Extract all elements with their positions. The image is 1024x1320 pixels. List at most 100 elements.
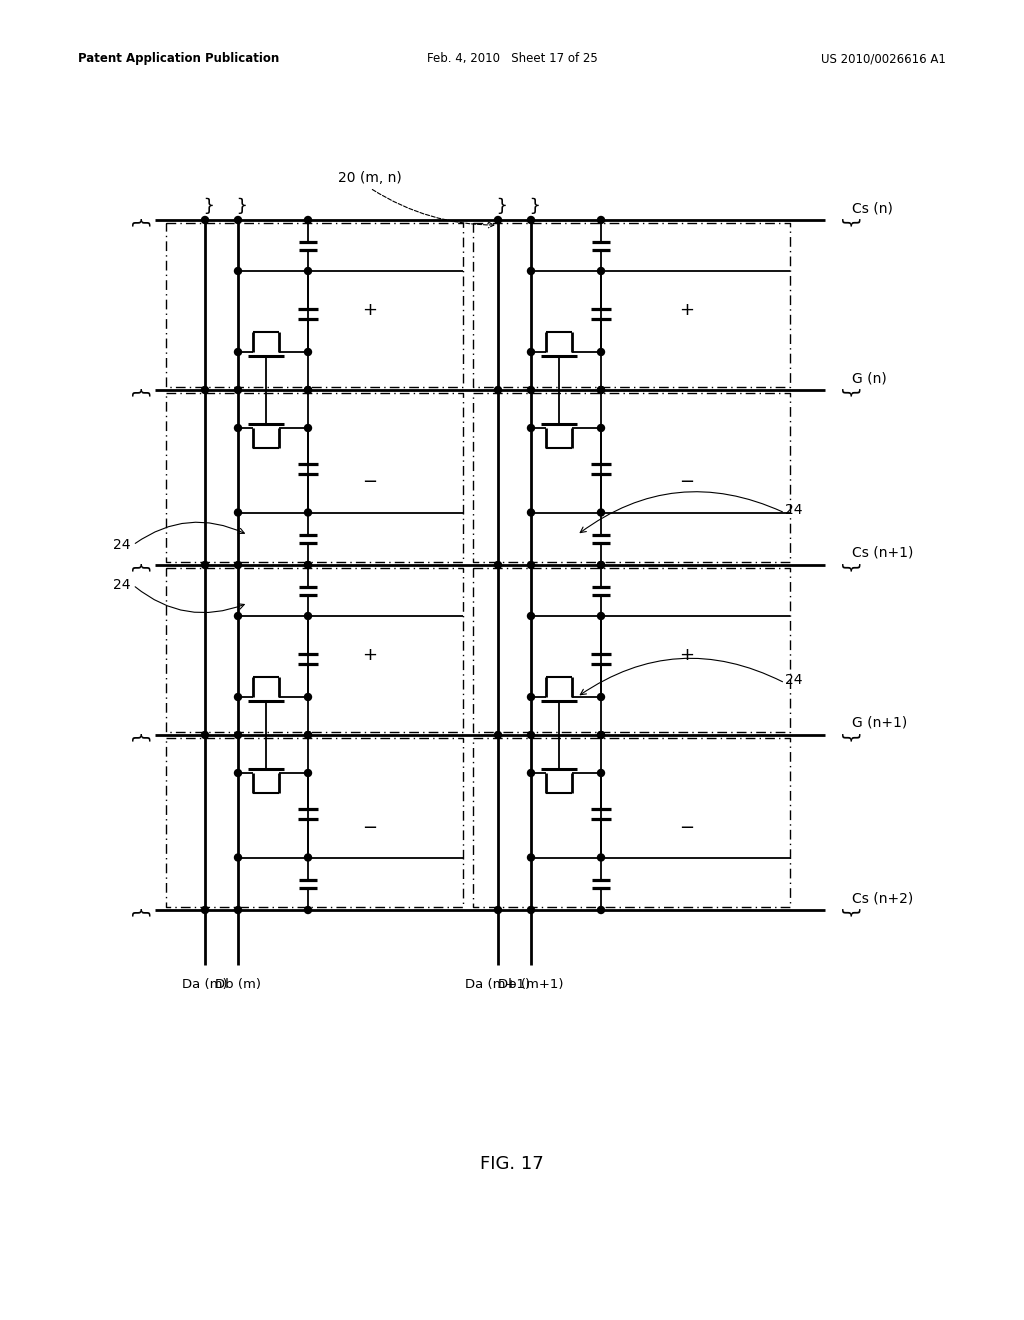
Circle shape (234, 854, 242, 861)
Circle shape (527, 348, 535, 355)
Text: Da (m+1): Da (m+1) (466, 978, 530, 991)
Circle shape (527, 561, 535, 569)
Circle shape (304, 348, 311, 355)
Circle shape (304, 907, 311, 913)
Text: {: { (200, 194, 211, 213)
Circle shape (202, 561, 209, 569)
Text: {: { (840, 558, 859, 572)
Circle shape (304, 387, 311, 393)
Circle shape (304, 425, 311, 432)
Text: 24: 24 (113, 578, 130, 591)
Text: Cs (n): Cs (n) (852, 201, 893, 215)
Circle shape (304, 612, 311, 619)
Text: −: − (361, 474, 377, 491)
Text: Da (m): Da (m) (182, 978, 227, 991)
Circle shape (597, 907, 604, 913)
Circle shape (304, 731, 311, 738)
Circle shape (527, 510, 535, 516)
Circle shape (202, 907, 209, 913)
Text: +: + (679, 301, 694, 319)
Circle shape (495, 216, 502, 223)
Circle shape (597, 348, 604, 355)
Circle shape (597, 561, 604, 569)
Text: 24: 24 (113, 539, 130, 552)
Circle shape (234, 731, 242, 738)
Circle shape (202, 216, 209, 223)
Circle shape (597, 268, 604, 275)
Text: G (n): G (n) (852, 371, 887, 385)
Text: 20 (m, n): 20 (m, n) (338, 172, 401, 185)
Text: G (n+1): G (n+1) (852, 715, 907, 730)
Text: }: } (130, 214, 150, 226)
Circle shape (597, 216, 604, 223)
Circle shape (304, 561, 311, 569)
Text: FIG. 17: FIG. 17 (480, 1155, 544, 1173)
Text: }: } (130, 904, 150, 916)
Circle shape (304, 770, 311, 776)
Circle shape (304, 216, 311, 223)
Text: Db (m+1): Db (m+1) (499, 978, 564, 991)
Text: Feb. 4, 2010   Sheet 17 of 25: Feb. 4, 2010 Sheet 17 of 25 (427, 51, 597, 65)
Text: {: { (493, 194, 504, 213)
Circle shape (495, 561, 502, 569)
Text: −: − (679, 818, 694, 837)
Circle shape (304, 268, 311, 275)
Circle shape (597, 387, 604, 393)
Circle shape (234, 770, 242, 776)
Text: {: { (232, 194, 244, 213)
Circle shape (597, 731, 604, 738)
Circle shape (234, 693, 242, 701)
Text: {: { (840, 904, 859, 916)
Circle shape (597, 425, 604, 432)
Circle shape (527, 693, 535, 701)
Circle shape (597, 612, 604, 619)
Text: US 2010/0026616 A1: US 2010/0026616 A1 (821, 51, 946, 65)
Text: Patent Application Publication: Patent Application Publication (78, 51, 280, 65)
Circle shape (597, 693, 604, 701)
Text: {: { (525, 194, 537, 213)
Circle shape (234, 907, 242, 913)
Circle shape (527, 216, 535, 223)
Text: Cs (n+1): Cs (n+1) (852, 546, 913, 560)
Circle shape (202, 387, 209, 393)
Circle shape (527, 854, 535, 861)
Circle shape (304, 731, 311, 738)
Circle shape (495, 731, 502, 738)
Circle shape (304, 387, 311, 393)
Text: −: − (361, 818, 377, 837)
Text: 24: 24 (785, 673, 803, 686)
Text: +: + (362, 645, 377, 664)
Text: Db (m): Db (m) (215, 978, 261, 991)
Text: +: + (362, 301, 377, 319)
Circle shape (234, 510, 242, 516)
Text: +: + (679, 645, 694, 664)
Circle shape (495, 387, 502, 393)
Text: 24: 24 (785, 503, 803, 517)
Text: −: − (679, 474, 694, 491)
Circle shape (304, 693, 311, 701)
Circle shape (527, 387, 535, 393)
Circle shape (234, 387, 242, 393)
Text: }: } (130, 384, 150, 396)
Text: {: { (840, 214, 859, 226)
Circle shape (304, 854, 311, 861)
Circle shape (495, 907, 502, 913)
Text: {: { (840, 384, 859, 396)
Text: Cs (n+2): Cs (n+2) (852, 891, 913, 906)
Circle shape (597, 561, 604, 569)
Circle shape (304, 561, 311, 569)
Circle shape (597, 770, 604, 776)
Circle shape (597, 510, 604, 516)
Circle shape (234, 561, 242, 569)
Circle shape (304, 510, 311, 516)
Circle shape (597, 854, 604, 861)
Text: }: } (130, 558, 150, 572)
Circle shape (527, 425, 535, 432)
Circle shape (527, 612, 535, 619)
Circle shape (234, 612, 242, 619)
Circle shape (234, 268, 242, 275)
Text: {: { (840, 729, 859, 742)
Circle shape (527, 268, 535, 275)
Circle shape (597, 731, 604, 738)
Text: }: } (130, 729, 150, 742)
